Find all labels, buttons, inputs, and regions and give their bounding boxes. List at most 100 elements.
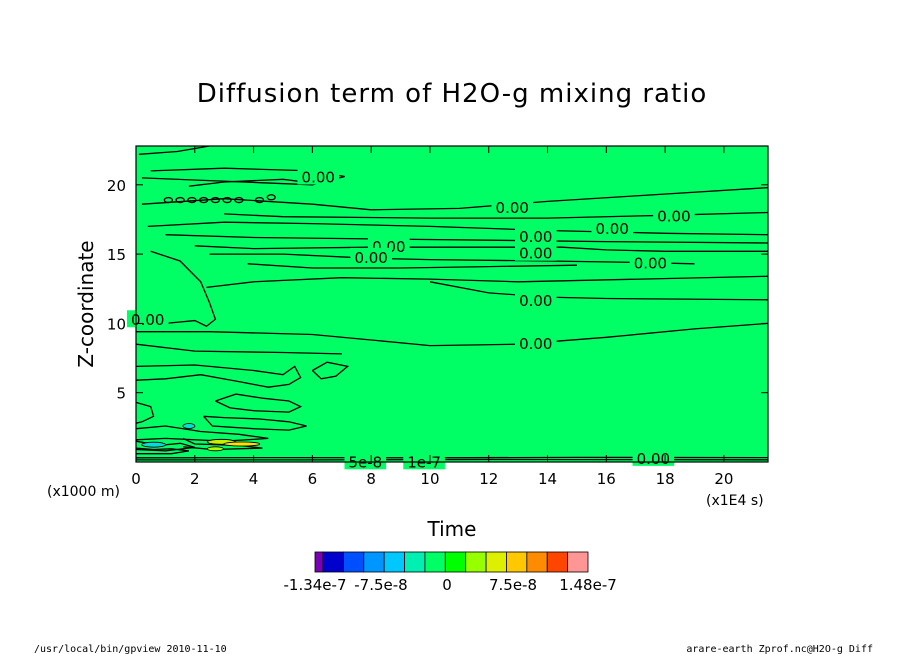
contour-line bbox=[135, 364, 302, 388]
contour-label-bg bbox=[403, 452, 445, 470]
negative-patch bbox=[182, 423, 196, 429]
contour-label-bg bbox=[491, 197, 534, 215]
y-axis-unit: (x1000 m) bbox=[47, 484, 120, 500]
contour-label: 0.00 bbox=[519, 228, 552, 246]
contour-label-bg bbox=[514, 243, 557, 261]
contour-cell bbox=[175, 196, 185, 204]
x-tick-label: 8 bbox=[366, 470, 376, 488]
contour-line bbox=[141, 167, 345, 186]
contour-label: 0.00 bbox=[302, 168, 335, 186]
x-axis: 0 2 4 6 8 10 12 14 16 18 20 bbox=[131, 146, 733, 488]
contour-cell bbox=[222, 196, 232, 204]
y-tick-label: 15 bbox=[107, 246, 126, 264]
plot-frame bbox=[135, 145, 769, 463]
x-axis-unit: (x1E4 s) bbox=[706, 493, 764, 509]
y-tick-label: 5 bbox=[116, 385, 126, 403]
negative-patch bbox=[141, 441, 167, 448]
colorbar-labels: -1.34e-7 -7.5e-8 0 7.5e-8 1.48e-7 bbox=[284, 576, 617, 594]
x-tick-label: 18 bbox=[656, 470, 675, 488]
contour-line bbox=[135, 447, 190, 455]
contour-label: 0.00 bbox=[519, 245, 552, 263]
colorbar-swatch bbox=[444, 551, 467, 573]
x-tick-label: 12 bbox=[479, 470, 498, 488]
y-axis-label: Z-coordinate bbox=[74, 240, 98, 367]
contour-label-bg bbox=[629, 253, 672, 271]
contour-cell bbox=[234, 196, 244, 204]
contour-line bbox=[144, 250, 217, 327]
contour-label-bg bbox=[350, 247, 392, 265]
contour-cell bbox=[254, 196, 265, 204]
x-tick-label: 0 bbox=[131, 470, 141, 488]
contour-label: 0.00 bbox=[496, 199, 529, 217]
colorbar-swatch bbox=[322, 551, 344, 573]
colorbar-swatch bbox=[383, 551, 405, 573]
contour-label-bg bbox=[514, 333, 557, 351]
plot-area: 0.000.00 0.000.000.000.00 0.000.00 0.000.00… bbox=[126, 145, 769, 471]
contour-label: 0.00 bbox=[519, 292, 552, 310]
colorbar-swatch bbox=[506, 551, 528, 573]
contour-label: 0.00 bbox=[354, 249, 387, 267]
x-tick-label: 14 bbox=[538, 470, 557, 488]
positive-patch bbox=[223, 441, 261, 447]
contour-label-bg bbox=[344, 452, 387, 470]
colorbar-swatch bbox=[485, 551, 507, 573]
colorbar-swatch bbox=[567, 551, 589, 573]
contour-label: 0.00 bbox=[634, 254, 667, 272]
y-tick-label: 20 bbox=[107, 177, 126, 195]
x-tick-label: 6 bbox=[308, 470, 318, 488]
contour-label: 0.00 bbox=[519, 335, 552, 353]
x-tick-label: 16 bbox=[597, 470, 616, 488]
x-tick-label: 20 bbox=[714, 470, 733, 488]
colorbar-swatch bbox=[546, 551, 569, 573]
y-axis: 5 10 15 20 bbox=[107, 177, 768, 403]
colorbar-label: 7.5e-8 bbox=[489, 576, 537, 594]
contour-line bbox=[247, 263, 577, 269]
x-tick-label: 4 bbox=[249, 470, 259, 488]
contour-cell bbox=[187, 196, 197, 204]
colorbar bbox=[314, 551, 589, 573]
contour-label: 0.00 bbox=[596, 220, 629, 238]
contour-cell bbox=[198, 196, 209, 204]
contour-label-bg bbox=[653, 206, 695, 224]
chart-title: Diffusion term of H2O-g mixing ratio bbox=[197, 79, 708, 109]
contour-line bbox=[165, 234, 769, 244]
contour-labels: 0.000.00 0.000.000.000.00 0.000.00 0.000.00… bbox=[126, 167, 695, 471]
contour-label-bg bbox=[514, 227, 557, 245]
x-tick-label: 10 bbox=[420, 470, 439, 488]
x-axis-label: Time bbox=[427, 517, 477, 541]
colorbar-swatch bbox=[314, 551, 324, 573]
contour-line bbox=[135, 425, 269, 442]
y-tick-label: 10 bbox=[107, 315, 126, 333]
contour-line bbox=[147, 221, 769, 236]
contour-line bbox=[138, 145, 210, 155]
contour-line bbox=[311, 361, 350, 380]
contour-label-bg bbox=[591, 218, 634, 236]
colorbar-swatch bbox=[424, 551, 446, 573]
contour-label-bg bbox=[514, 290, 557, 308]
footer-right: arare-earth_Zprof.nc@H2O-g_Diff bbox=[686, 644, 873, 654]
contour-label-bg bbox=[297, 167, 340, 185]
contour-cell bbox=[210, 196, 221, 204]
x-tick-label: 2 bbox=[190, 470, 200, 488]
colorbar-label: -7.5e-8 bbox=[354, 576, 407, 594]
contour-line bbox=[203, 415, 307, 431]
contour-cell bbox=[163, 196, 173, 204]
footer-left: /usr/local/bin/gpview 2010-11-10 bbox=[34, 644, 227, 654]
colorbar-label: 0 bbox=[442, 576, 452, 594]
colorbar-swatch bbox=[404, 551, 426, 573]
contour-label: 0.00 bbox=[131, 311, 164, 329]
colorbar-swatch bbox=[465, 551, 487, 573]
contour-cell bbox=[266, 194, 276, 201]
contour-line bbox=[215, 393, 303, 413]
contour-line bbox=[135, 343, 342, 355]
colorbar-swatch bbox=[363, 551, 385, 573]
contour-label: 0.00 bbox=[657, 207, 690, 225]
contour-line bbox=[135, 401, 155, 424]
contour-line bbox=[136, 322, 769, 347]
colorbar-label: 1.48e-7 bbox=[559, 576, 617, 594]
contour-line bbox=[206, 275, 769, 289]
colorbar-swatch bbox=[342, 551, 365, 573]
colorbar-label: -1.34e-7 bbox=[284, 576, 347, 594]
contour-label: 0.00 bbox=[637, 450, 670, 468]
